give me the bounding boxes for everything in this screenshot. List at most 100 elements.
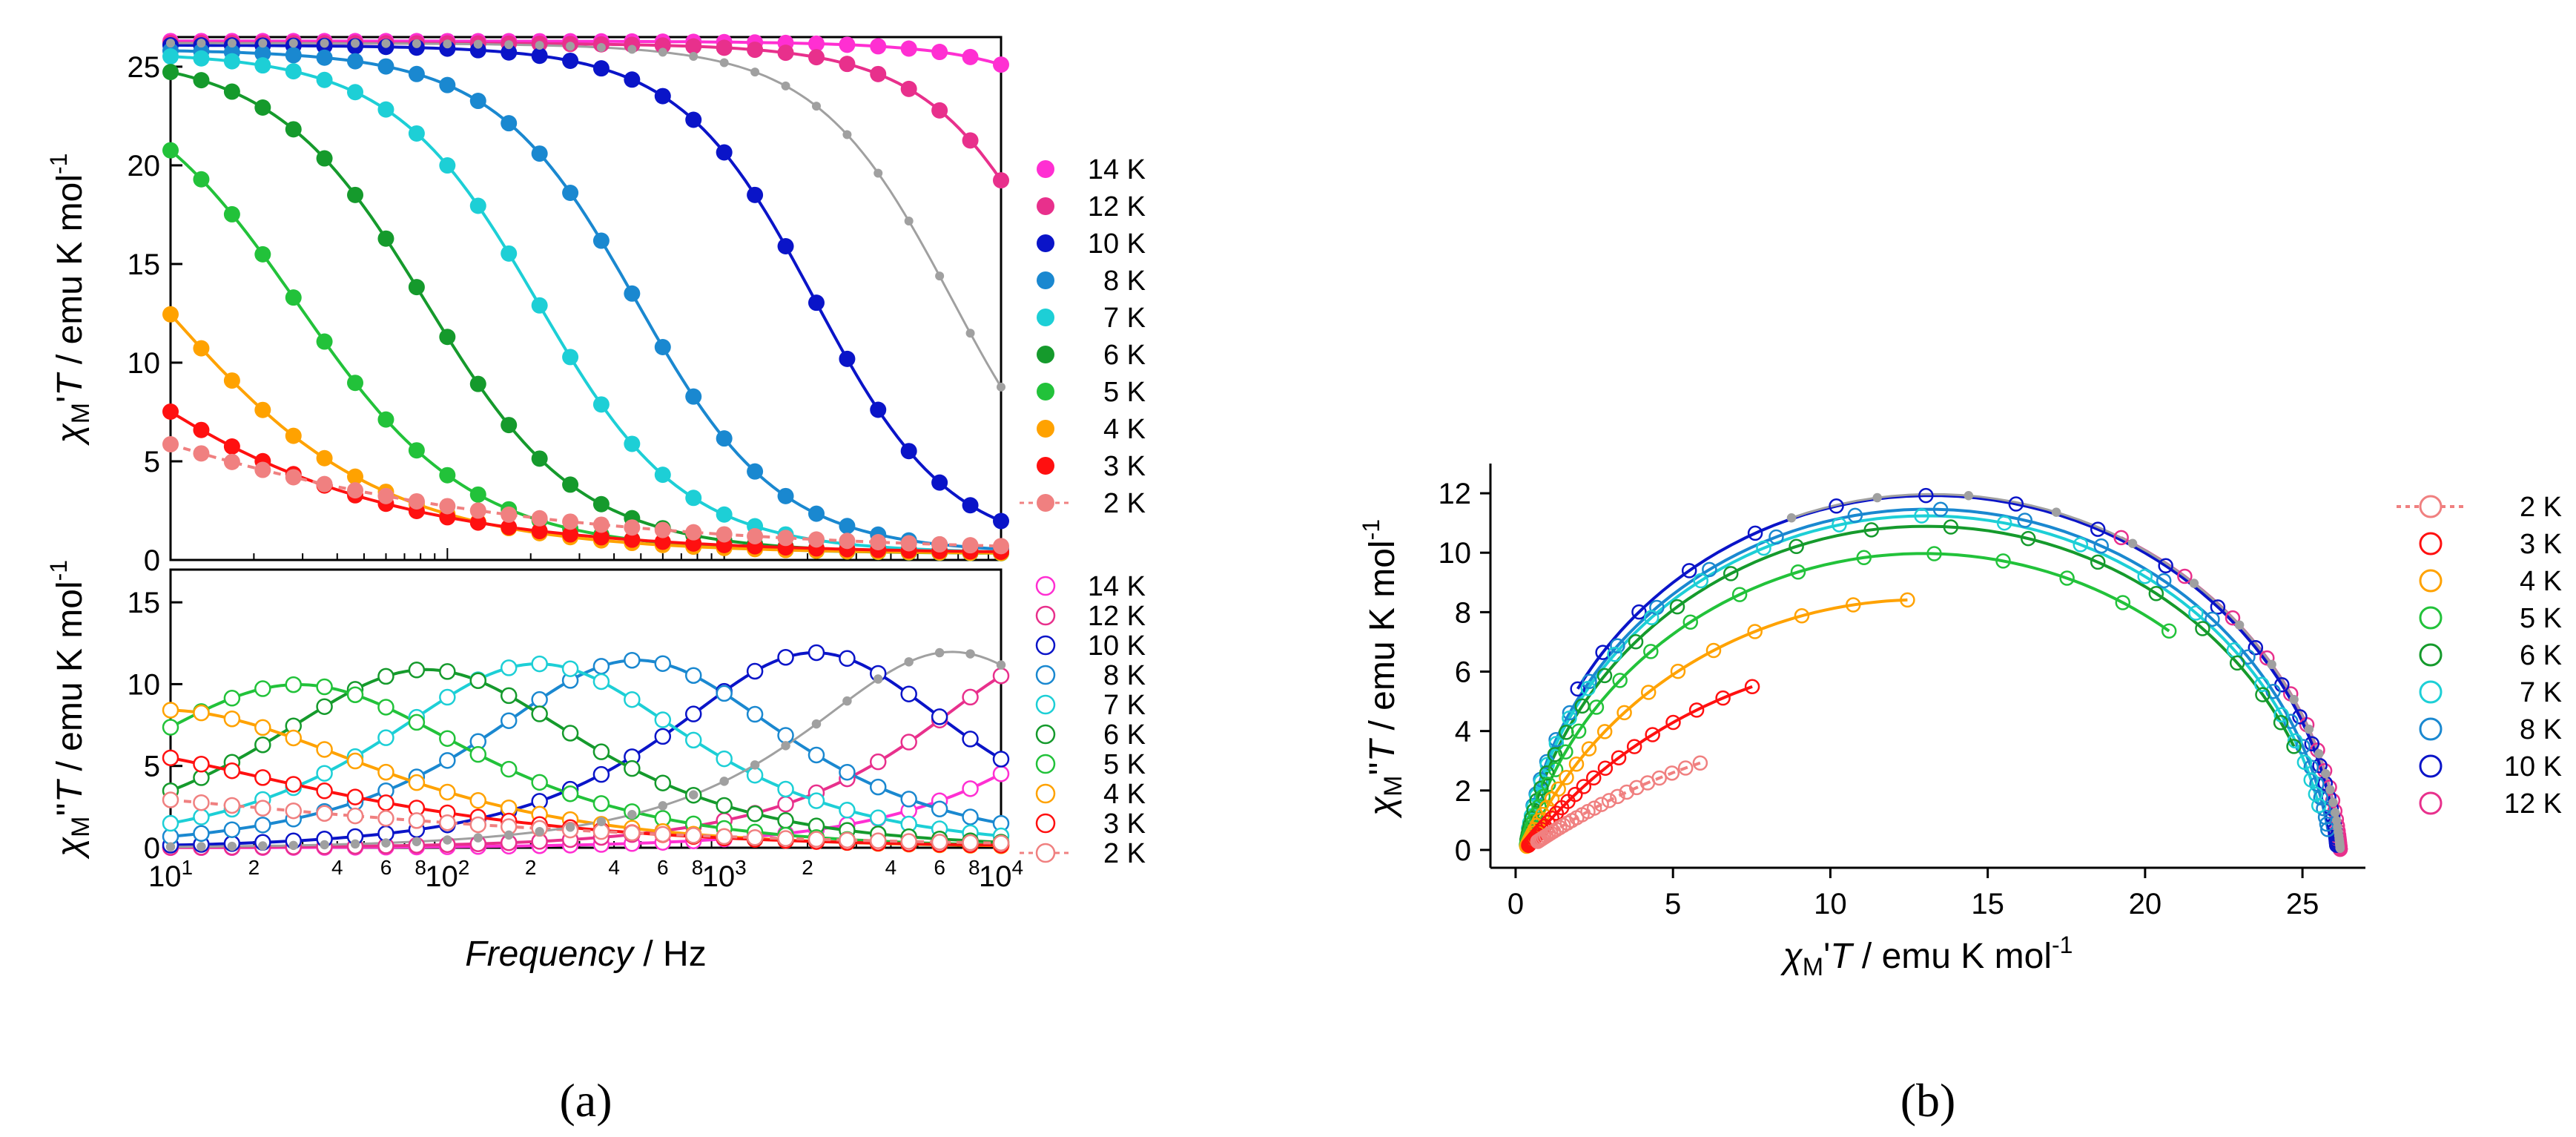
b-data-point: [1562, 711, 1577, 726]
b-data-point: [2156, 573, 2172, 589]
a-bottom-data-point: [473, 833, 483, 843]
a-bottom-data-point: [377, 763, 394, 781]
panel-a-bottom-legend: 14 K12 K10 K8 K7 K6 K5 K4 K3 K2 K: [1020, 571, 1146, 869]
a-bottom-data-point: [931, 800, 948, 817]
a-top-data-point: [193, 50, 210, 67]
a-top-data-point: [839, 350, 856, 367]
b-data-point: [1628, 634, 1644, 650]
a-top-data-point: [408, 125, 425, 142]
a-top-data-point: [624, 285, 641, 302]
a-top-data-point: [193, 171, 210, 188]
b-data-point: [2255, 687, 2270, 702]
a-bottom-fit-curve: [170, 662, 1002, 837]
a-top-data-point: [839, 56, 856, 73]
b-data-point: [2331, 816, 2342, 825]
a-top-data-point: [562, 184, 579, 201]
a-bottom-data-point: [223, 821, 241, 838]
b-data-point: [2289, 694, 2299, 705]
a-bottom-data-point: [808, 746, 825, 764]
b-data-point: [2308, 786, 2324, 802]
a-top-data-point: [316, 333, 333, 350]
a-top-data-point: [870, 533, 887, 550]
a-bottom-data-point: [808, 831, 825, 848]
b-legend-marker: [2419, 606, 2443, 630]
a-top-data-point: [377, 411, 394, 428]
b-data-point: [1529, 788, 1545, 803]
a-bottom-data-point: [439, 752, 456, 769]
a-top-data-point: [531, 297, 548, 314]
b-data-point: [2021, 530, 2036, 547]
a-bottom-data-point: [162, 702, 179, 719]
a-bottom-data-point: [904, 657, 914, 667]
a-top-legend-label: 3 K: [1103, 451, 1146, 482]
a-bottom-data-point: [316, 765, 333, 782]
a-top-data-point: [469, 197, 486, 214]
b-data-point: [2161, 623, 2177, 639]
a-bottom-data-point: [869, 832, 887, 849]
a-bottom-data-point: [654, 825, 672, 843]
a-top-data-point: [962, 497, 979, 514]
a-top-legend-marker: [1037, 420, 1054, 438]
panel-a-top-curves: [169, 39, 1003, 555]
a-bottom-data-point: [316, 805, 333, 822]
a-bottom-data-point: [777, 812, 794, 829]
a-bottom-legend-label: 8 K: [1103, 660, 1146, 691]
a-bottom-x-major-tick-label: 102: [425, 856, 469, 893]
b-data-point: [1580, 680, 1596, 696]
b-data-point: [1872, 492, 1882, 503]
a-top-data-point: [162, 403, 179, 420]
a-top-legend-label: 10 K: [1088, 228, 1146, 260]
a-top-legend-marker: [1037, 197, 1054, 215]
a-top-data-point: [469, 486, 486, 503]
b-legend-marker: [2419, 791, 2443, 815]
a-bottom-legend-marker: [1035, 754, 1056, 774]
b-legend-marker: [2419, 680, 2443, 704]
b-data-point: [1670, 663, 1686, 679]
a-top-data-point: [716, 526, 733, 543]
a-top-data-point: [747, 42, 764, 59]
a-bottom-data-point: [624, 824, 641, 842]
a-bottom-data-point: [716, 685, 733, 702]
a-top-data-point: [592, 495, 610, 513]
a-bottom-data-point: [684, 827, 702, 844]
a-bottom-data-point: [869, 809, 887, 826]
a-bottom-x-minor-tick-label: 6: [380, 856, 392, 879]
b-data-point: [1682, 614, 1699, 630]
b-data-point: [1665, 714, 1681, 731]
a-bottom-data-point: [316, 741, 333, 758]
b-data-point: [1585, 770, 1602, 785]
a-top-data-point: [750, 67, 760, 77]
a-top-legend-marker: [1037, 160, 1054, 178]
a-bottom-x-major-tick-label: 104: [979, 856, 1023, 893]
b-data-point: [2311, 797, 2327, 814]
a-bottom-y-tick-label: 5: [144, 751, 160, 783]
a-bottom-data-point: [842, 696, 852, 706]
a-top-data-point: [624, 435, 641, 452]
a-top-data-point: [408, 442, 425, 459]
a-bottom-data-point: [811, 719, 822, 729]
b-data-point: [1595, 645, 1611, 660]
a-top-data-point: [781, 81, 790, 90]
a-bottom-data-point: [346, 752, 364, 770]
a-top-data-point: [685, 388, 702, 405]
a-bottom-data-point: [869, 778, 887, 796]
a-bottom-data-point: [503, 830, 514, 840]
b-data-point: [2234, 620, 2245, 630]
a-bottom-data-point: [469, 672, 487, 689]
a-top-data-point: [439, 329, 456, 346]
a-top-data-point: [254, 401, 271, 418]
a-bottom-data-point: [439, 783, 456, 801]
a-top-data-point: [592, 396, 610, 413]
a-bottom-data-point: [561, 785, 579, 803]
b-legend-marker: [2419, 532, 2443, 556]
a-bottom-data-point: [377, 794, 394, 811]
b-data-point: [2115, 595, 2131, 610]
a-top-data-point: [469, 93, 486, 110]
b-data-point: [1863, 522, 1880, 538]
b-data-point: [1558, 744, 1573, 759]
a-bottom-data-point: [320, 840, 329, 850]
panel-a-label: (a): [559, 1074, 612, 1127]
a-bottom-data-point: [931, 708, 948, 725]
a-bottom-data-point: [531, 705, 548, 722]
a-bottom-data-point: [193, 704, 210, 722]
